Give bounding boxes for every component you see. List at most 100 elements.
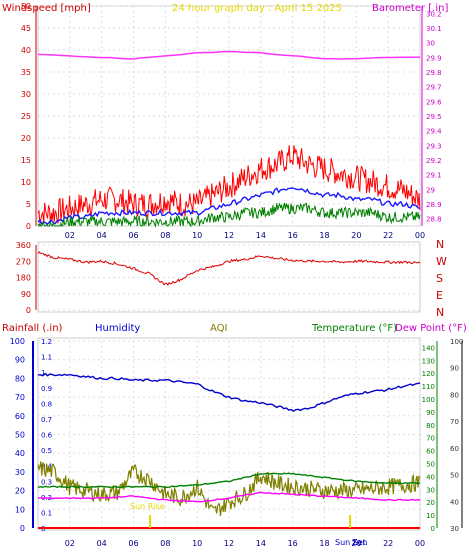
barometer-tick-label: 29.9 xyxy=(426,54,442,62)
dewpoint-tick-label: 50 xyxy=(450,472,459,480)
temperature-tick-label: 120 xyxy=(422,370,435,378)
barometer-tick-label: 29.8 xyxy=(426,69,442,77)
x-tick-label: 00 xyxy=(415,231,425,240)
x-tick-label: 10 xyxy=(192,231,202,240)
humidity-tick-label: 0 xyxy=(20,524,25,533)
series-lines xyxy=(37,50,421,516)
temperature-tick-label: 50 xyxy=(426,461,435,469)
temperature-label: Temperature (°F) xyxy=(311,323,397,334)
humidity-tick-label: 20 xyxy=(15,487,25,496)
wind-tick-label: 50 xyxy=(21,2,31,11)
rain-tick-label: 0.7 xyxy=(41,416,52,424)
temperature-tick-label: 20 xyxy=(426,499,435,507)
temperature-tick-label: 70 xyxy=(426,435,435,443)
wind-gust-line xyxy=(37,145,421,225)
humidity-tick-label: 60 xyxy=(15,412,25,421)
direction-tick-label: 0 xyxy=(26,306,31,315)
aqi-line xyxy=(37,461,421,516)
temperature-tick-label: 110 xyxy=(422,383,435,391)
x-tick-label: 00 xyxy=(415,539,425,548)
dewpoint-tick-label: 100 xyxy=(450,338,463,346)
temperature-tick-label: 90 xyxy=(426,409,435,417)
x-tick-label: 08 xyxy=(160,539,170,548)
x-tick-label: 08 xyxy=(160,231,170,240)
rainfall-label: Rainfall (.in) xyxy=(2,323,63,334)
humidity-tick-label: 80 xyxy=(15,374,25,383)
x-tick-label: 04 xyxy=(97,539,107,548)
direction-line xyxy=(37,251,421,287)
x-tick-label: 20 xyxy=(351,539,361,548)
dewpoint-label: Dew Point (°F) xyxy=(395,323,466,334)
dewpoint-tick-label: 90 xyxy=(450,365,459,373)
barometer-tick-label: 29.2 xyxy=(426,157,442,165)
humidity-tick-label: 50 xyxy=(15,431,25,440)
barometer-tick-label: 29.6 xyxy=(426,98,442,106)
barometer-tick-label: 30.1 xyxy=(426,25,442,33)
rain-tick-label: 0.1 xyxy=(41,509,52,517)
x-tick-label: 12 xyxy=(224,231,234,240)
humidity-label: Humidity xyxy=(95,323,140,334)
x-tick-label: 18 xyxy=(319,539,329,548)
sunrise-label: Sun Rise xyxy=(130,502,165,511)
wind-avg-line xyxy=(37,187,421,226)
barometer-tick-label: 29.3 xyxy=(426,142,442,150)
rain-tick-label: 1.2 xyxy=(41,338,52,346)
x-tick-label: 02 xyxy=(65,539,75,548)
x-tick-label: 20 xyxy=(351,231,361,240)
x-tick-label: 10 xyxy=(192,539,202,548)
x-tick-label: 02 xyxy=(65,231,75,240)
wind-tick-label: 10 xyxy=(21,178,31,187)
temperature-tick-label: 130 xyxy=(422,357,435,365)
x-tick-label: 06 xyxy=(128,231,138,240)
direction-tick-label: 90 xyxy=(21,290,31,299)
x-tick-label: 06 xyxy=(128,539,138,548)
windspeed-label: Windspeed [mph] xyxy=(2,3,91,14)
x-tick-label: 16 xyxy=(288,231,298,240)
x-tick-label: 04 xyxy=(97,231,107,240)
humidity-line xyxy=(37,372,421,412)
barometer-tick-label: 29 xyxy=(426,186,435,194)
temperature-tick-label: 40 xyxy=(426,473,435,481)
wind-tick-label: 35 xyxy=(21,68,31,77)
barometer-tick-label: 30.2 xyxy=(426,10,442,18)
temperature-line xyxy=(37,472,421,489)
barometer-tick-label: 30 xyxy=(426,40,435,48)
compass-e: E xyxy=(436,289,443,302)
humidity-tick-label: 30 xyxy=(15,468,25,477)
zenith-label: Zen xyxy=(352,538,367,547)
barometer-line xyxy=(37,50,421,60)
x-tick-label: 22 xyxy=(383,231,393,240)
wind-tick-label: 30 xyxy=(21,90,31,99)
wind-tick-label: 5 xyxy=(26,200,31,209)
rain-tick-label: 0.3 xyxy=(41,478,52,486)
wind-tick-label: 20 xyxy=(21,134,31,143)
temperature-tick-label: 30 xyxy=(426,486,435,494)
compass-n-bottom: N xyxy=(436,306,444,319)
rain-tick-label: 0.9 xyxy=(41,385,52,393)
barometer-tick-label: 28.8 xyxy=(426,216,442,224)
x-tick-label: 16 xyxy=(288,539,298,548)
wind-tick-label: 40 xyxy=(21,46,31,55)
graph-title: 24 hour graph day : April 15 2025 xyxy=(172,3,342,14)
barometer-tick-label: 28.9 xyxy=(426,201,442,209)
barometer-tick-label: 29.4 xyxy=(426,128,442,136)
temperature-tick-label: 10 xyxy=(426,512,435,520)
wind-speed-line xyxy=(37,202,421,228)
aqi-label: AQI xyxy=(210,323,228,334)
wind-tick-label: 25 xyxy=(21,112,31,121)
dewpoint-tick-label: 40 xyxy=(450,498,459,506)
temperature-tick-label: 60 xyxy=(426,448,435,456)
rain-tick-label: 1.1 xyxy=(41,354,52,362)
compass-w: W xyxy=(436,255,447,268)
wind-tick-label: 45 xyxy=(21,24,31,33)
wind-tick-label: 15 xyxy=(21,156,31,165)
compass-s: S xyxy=(436,272,443,285)
dewpoint-tick-label: 30 xyxy=(450,525,459,533)
humidity-tick-label: 70 xyxy=(15,393,25,402)
dewpoint-line xyxy=(38,491,421,503)
temperature-tick-label: 80 xyxy=(426,422,435,430)
dewpoint-tick-label: 60 xyxy=(450,445,459,453)
axes: 0510152025303540455028.828.92929.129.229… xyxy=(10,2,464,548)
barometer-tick-label: 29.5 xyxy=(426,113,442,121)
